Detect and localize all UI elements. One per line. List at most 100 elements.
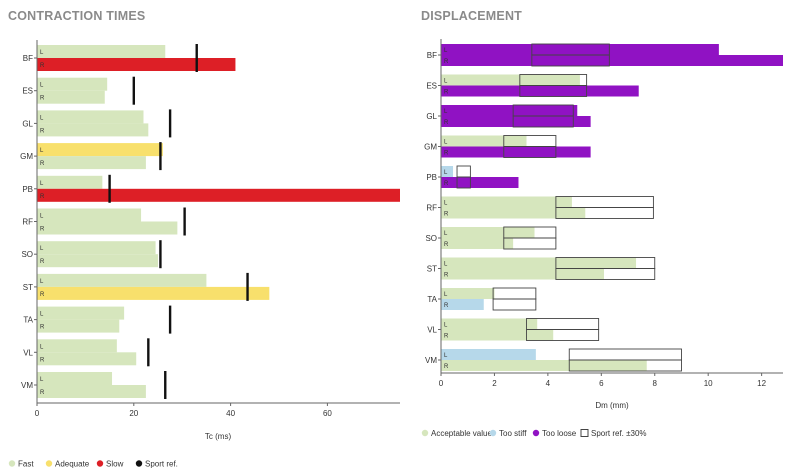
dm-sport-ref-box-bf-r bbox=[531, 54, 610, 67]
dm-bar-rf-l bbox=[441, 196, 572, 208]
dm-bar-rf-r bbox=[441, 207, 586, 219]
tc-bar-es-r bbox=[37, 90, 105, 104]
contraction-times-title: CONTRACTION TIMES bbox=[8, 9, 145, 23]
tc-bar-vl-r bbox=[37, 352, 137, 366]
tc-bar-so-r bbox=[37, 254, 158, 268]
dm-x-tick-label-2: 2 bbox=[492, 379, 497, 388]
dm-x-tick-label-8: 8 bbox=[653, 379, 658, 388]
dm-bar-pb-l bbox=[441, 166, 454, 177]
dm-muscle-label-vm: VM bbox=[425, 356, 437, 365]
dm-legend-marker-too_stiff bbox=[489, 429, 497, 437]
tc-side-label-gl-l: L bbox=[40, 115, 44, 121]
dm-sport-ref-box-vm-r bbox=[568, 359, 682, 372]
dm-bar-vl-r bbox=[441, 329, 554, 341]
dm-muscle-label-es: ES bbox=[426, 82, 437, 91]
contraction-times-panel: CONTRACTION TIMES L R L R L R L R L R L R L R L R L R L R L R… bbox=[8, 9, 400, 469]
dm-sport-ref-box-pb-r bbox=[456, 176, 471, 189]
dm-x-ticks: 0 2 4 6 8 10 12 bbox=[439, 373, 767, 388]
dm-side-label-vl-l: L bbox=[444, 323, 448, 329]
tc-muscle-label-bf: BF bbox=[23, 54, 33, 63]
dm-bar-es-r bbox=[441, 85, 639, 97]
tc-muscle-label-rf: RF bbox=[22, 218, 33, 227]
dm-side-label-gm-l: L bbox=[444, 140, 448, 146]
dm-bar-st-r bbox=[441, 268, 604, 280]
dm-legend-label-acceptable: Acceptable value bbox=[431, 429, 492, 438]
tc-bar-so-l bbox=[37, 241, 156, 255]
dm-legend-label-too_stiff: Too stiff bbox=[499, 429, 527, 438]
tc-legend: Fast Adequate Slow Sport ref. bbox=[8, 460, 178, 469]
tc-side-label-pb-l: L bbox=[40, 181, 44, 187]
tc-side-label-vl-l: L bbox=[40, 344, 44, 350]
dm-sport-ref-box-rf-r bbox=[555, 207, 654, 219]
dm-sport-ref-box-vl-l bbox=[526, 318, 600, 330]
dm-sport-ref-box-gl-r bbox=[512, 115, 574, 128]
dm-side-label-ta-r: R bbox=[444, 303, 449, 309]
dm-sport-ref-box-es-r bbox=[519, 85, 588, 97]
tc-x-tick-label-60: 60 bbox=[323, 409, 332, 418]
tc-bar-rf-l bbox=[37, 208, 142, 222]
dm-bar-bf-r bbox=[441, 55, 783, 66]
dm-x-tick-label-10: 10 bbox=[704, 379, 713, 388]
tc-bar-bf-r bbox=[37, 58, 236, 71]
tc-bar-es-l bbox=[37, 77, 108, 91]
dm-side-label-es-l: L bbox=[444, 79, 448, 85]
tc-side-label-so-l: L bbox=[40, 246, 44, 252]
dm-side-label-pb-l: L bbox=[444, 170, 448, 176]
tc-side-label-st-l: L bbox=[40, 279, 44, 285]
tc-side-label-bf-l: L bbox=[40, 50, 44, 56]
dm-side-label-gm-r: R bbox=[444, 151, 449, 157]
dm-side-label-rf-r: R bbox=[444, 212, 449, 218]
tc-side-label-gm-l: L bbox=[40, 148, 44, 154]
tc-legend-label-adequate: Adequate bbox=[55, 460, 90, 469]
dm-side-label-pb-r: R bbox=[444, 181, 449, 187]
dm-muscle-label-gl: GL bbox=[426, 112, 437, 121]
dm-sport-ref-box-so-r bbox=[503, 237, 557, 250]
dm-bar-gm-l bbox=[441, 135, 527, 147]
tc-legend-marker-fast bbox=[8, 460, 16, 467]
dm-bar-so-l bbox=[441, 227, 535, 238]
tc-side-label-ta-l: L bbox=[40, 312, 44, 318]
tc-legend-label-slow: Slow bbox=[106, 460, 124, 469]
dm-bar-gm-r bbox=[441, 146, 591, 158]
tc-x-axis-label: Tc (ms) bbox=[205, 432, 232, 441]
tc-side-label-ta-r: R bbox=[40, 325, 45, 331]
dm-side-label-gl-l: L bbox=[444, 109, 448, 115]
tc-x-tick-label-20: 20 bbox=[129, 409, 138, 418]
tc-bar-vm-l bbox=[37, 372, 113, 385]
dm-side-label-st-r: R bbox=[444, 273, 449, 279]
tc-bar-gl-l bbox=[37, 110, 144, 124]
dm-legend-marker-too_loose bbox=[532, 429, 540, 437]
tc-side-label-vl-r: R bbox=[40, 357, 45, 363]
dm-muscle-label-st: ST bbox=[427, 265, 437, 274]
dm-x-tick-label-0: 0 bbox=[439, 379, 444, 388]
tc-side-label-es-r: R bbox=[40, 96, 45, 102]
dm-muscle-label-rf: RF bbox=[426, 204, 437, 213]
dm-muscle-label-gm: GM bbox=[424, 143, 437, 152]
tc-bar-gl-r bbox=[37, 123, 149, 137]
tc-muscle-label-ta: TA bbox=[23, 316, 33, 325]
dm-side-label-bf-l: L bbox=[444, 48, 448, 54]
dm-legend-marker-ref_box bbox=[580, 429, 589, 437]
dm-muscle-label-ta: TA bbox=[427, 295, 437, 304]
dm-sport-ref-box-pb-l bbox=[456, 165, 471, 178]
dm-sport-ref-box-vm-l bbox=[568, 348, 682, 361]
dm-bar-pb-r bbox=[441, 177, 519, 188]
dm-side-label-so-l: L bbox=[444, 231, 448, 237]
tc-bar-ta-r bbox=[37, 319, 120, 333]
tc-muscle-label-vm: VM bbox=[21, 381, 33, 390]
tc-legend-label-sport_ref: Sport ref. bbox=[145, 460, 178, 469]
tc-legend-label-fast: Fast bbox=[18, 460, 34, 469]
tc-muscle-label-es: ES bbox=[22, 87, 33, 96]
contraction-times-bars: L R L R L R L R L R L R L R L R L R L R L R bbox=[37, 45, 400, 398]
tc-legend-marker-sport_ref bbox=[135, 460, 143, 467]
tc-bar-gm-l bbox=[37, 143, 163, 157]
dm-side-label-bf-r: R bbox=[444, 59, 449, 65]
dm-side-label-es-r: R bbox=[444, 90, 449, 96]
tc-bar-pb-r bbox=[37, 188, 400, 202]
dm-legend: Acceptable value Too stiff Too loose Sport … bbox=[421, 429, 647, 438]
tc-side-label-vm-r: R bbox=[40, 390, 45, 396]
contraction-times-sport-refs bbox=[108, 44, 249, 399]
tc-muscle-label-st: ST bbox=[23, 283, 33, 292]
